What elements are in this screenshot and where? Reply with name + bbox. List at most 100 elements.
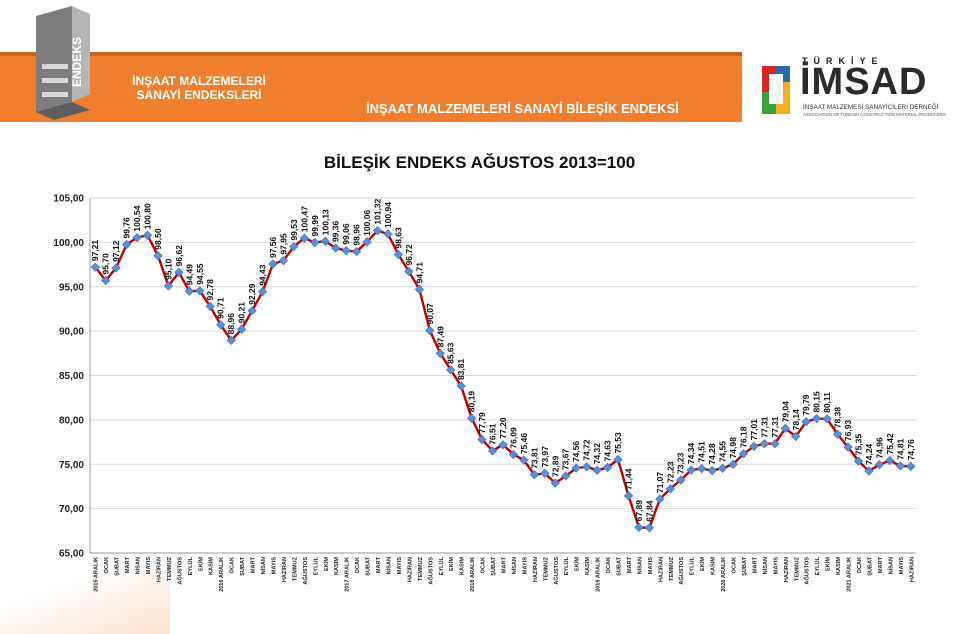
x-tick-label: EYLÜL: [312, 556, 319, 575]
data-point: [456, 381, 466, 391]
header-subtitle-line1: İNŞAAT MALZEMELERİ: [132, 74, 266, 88]
data-point: [90, 262, 100, 272]
data-label: 77,79: [477, 412, 487, 434]
data-label: 80,11: [822, 392, 832, 413]
x-tick-label: MART: [878, 556, 884, 573]
x-tick-label: EYLÜL: [689, 556, 696, 575]
data-point: [205, 301, 215, 312]
data-point: [487, 446, 498, 456]
header-band-accent: [0, 52, 742, 56]
data-point: [414, 284, 424, 294]
x-tick-label: HAZİRAN: [783, 557, 790, 582]
data-point: [707, 466, 717, 476]
y-tick-label: 65,00: [59, 549, 84, 560]
x-tick-label: EYLÜL: [814, 556, 821, 575]
data-point: [519, 455, 529, 465]
data-point: [299, 233, 309, 243]
data-label: 99,76: [122, 217, 132, 239]
data-label: 74,81: [895, 438, 905, 460]
x-tick-label: EKİM: [825, 557, 832, 571]
x-tick-label: ŞUBAT: [742, 556, 748, 575]
data-point: [906, 461, 916, 472]
data-point: [623, 491, 634, 501]
x-tick-label: OCAK: [732, 557, 738, 573]
data-point: [529, 470, 539, 480]
data-point: [885, 455, 895, 466]
data-point: [404, 266, 414, 277]
data-label: 101,32: [373, 198, 383, 224]
data-label: 72,23: [665, 461, 675, 483]
data-point: [477, 434, 487, 445]
imsad-brand: TÜRKİYE İMSAD İNŞAAT MALZEMESİ SANAYİCİL…: [760, 56, 950, 126]
x-tick-label: TEMMUZ: [292, 556, 298, 581]
x-tick-label: AĞUSTOS: [677, 557, 685, 585]
x-tick-label: KASIM: [836, 557, 842, 575]
x-tick-label: AĞUSTOS: [175, 557, 183, 585]
data-label: 74,51: [697, 441, 707, 463]
data-label: 94,55: [195, 263, 205, 285]
corner-decoration: [0, 570, 170, 634]
data-point: [247, 306, 257, 316]
data-point: [780, 423, 790, 434]
data-point: [331, 243, 341, 253]
x-tick-label: OCAK: [857, 557, 863, 573]
data-point: [676, 475, 686, 485]
data-point: [874, 459, 885, 470]
data-point: [289, 241, 299, 252]
x-tick-label: HAZİRAN: [657, 557, 664, 582]
data-label: 77,31: [759, 416, 769, 438]
data-point: [749, 441, 759, 452]
x-tick-label: OCAK: [104, 557, 110, 573]
data-label: 99,06: [341, 223, 351, 245]
y-tick-label: 80,00: [59, 415, 84, 426]
data-label: 87,49: [435, 326, 445, 348]
data-point: [770, 439, 780, 449]
data-label: 100,94: [383, 202, 393, 228]
data-point: [655, 494, 665, 504]
x-tick-label: MART: [752, 556, 758, 573]
brand-subtitle-tr: İNŞAAT MALZEMESİ SANAYİCİLERİ DERNEĞİ: [803, 104, 939, 111]
data-point: [571, 463, 581, 473]
data-label: 74,96: [874, 437, 884, 459]
brand-name: İMSAD: [800, 61, 928, 103]
data-point: [613, 454, 623, 465]
x-tick-label: ŞUBAT: [366, 556, 372, 575]
data-label: 100,80: [143, 203, 153, 229]
data-label: 73,23: [676, 452, 686, 474]
data-label: 74,72: [582, 439, 592, 461]
data-label: 72,89: [550, 455, 560, 477]
data-label: 97,21: [90, 240, 100, 262]
data-point: [142, 230, 153, 240]
logo-word: ENDEKS: [70, 37, 84, 87]
data-point: [843, 442, 853, 452]
x-tick-label: MART: [251, 556, 257, 573]
data-label: 75,46: [519, 433, 529, 455]
x-tick-label: MAYIS: [648, 557, 654, 574]
data-point: [728, 459, 738, 470]
data-label: 100,54: [132, 205, 142, 231]
x-tick-label: EKİM: [197, 557, 204, 571]
data-point: [362, 237, 372, 247]
data-point: [853, 456, 864, 466]
data-label: 79,04: [780, 401, 790, 423]
data-label: 98,63: [393, 227, 403, 249]
imsad-mark-icon: [762, 66, 790, 114]
x-tick-label: NİSAN: [135, 557, 142, 574]
brand-country: TÜRKİYE: [802, 56, 884, 66]
x-tick-label: EYLÜL: [563, 556, 570, 575]
data-point: [759, 439, 770, 449]
data-point: [226, 335, 236, 345]
data-point: [435, 348, 445, 359]
x-tick-label: 2015 ARALIK: [94, 557, 100, 592]
data-point: [582, 462, 592, 472]
data-point: [791, 431, 801, 442]
data-label: 94,71: [414, 262, 424, 284]
data-label: 67,84: [644, 500, 654, 522]
data-label: 73,67: [561, 449, 571, 471]
data-label: 74,63: [603, 440, 613, 462]
data-point: [822, 414, 832, 424]
data-label: 76,51: [488, 423, 498, 445]
data-point: [895, 461, 905, 471]
data-label: 74,34: [686, 443, 696, 465]
data-point: [738, 449, 749, 459]
